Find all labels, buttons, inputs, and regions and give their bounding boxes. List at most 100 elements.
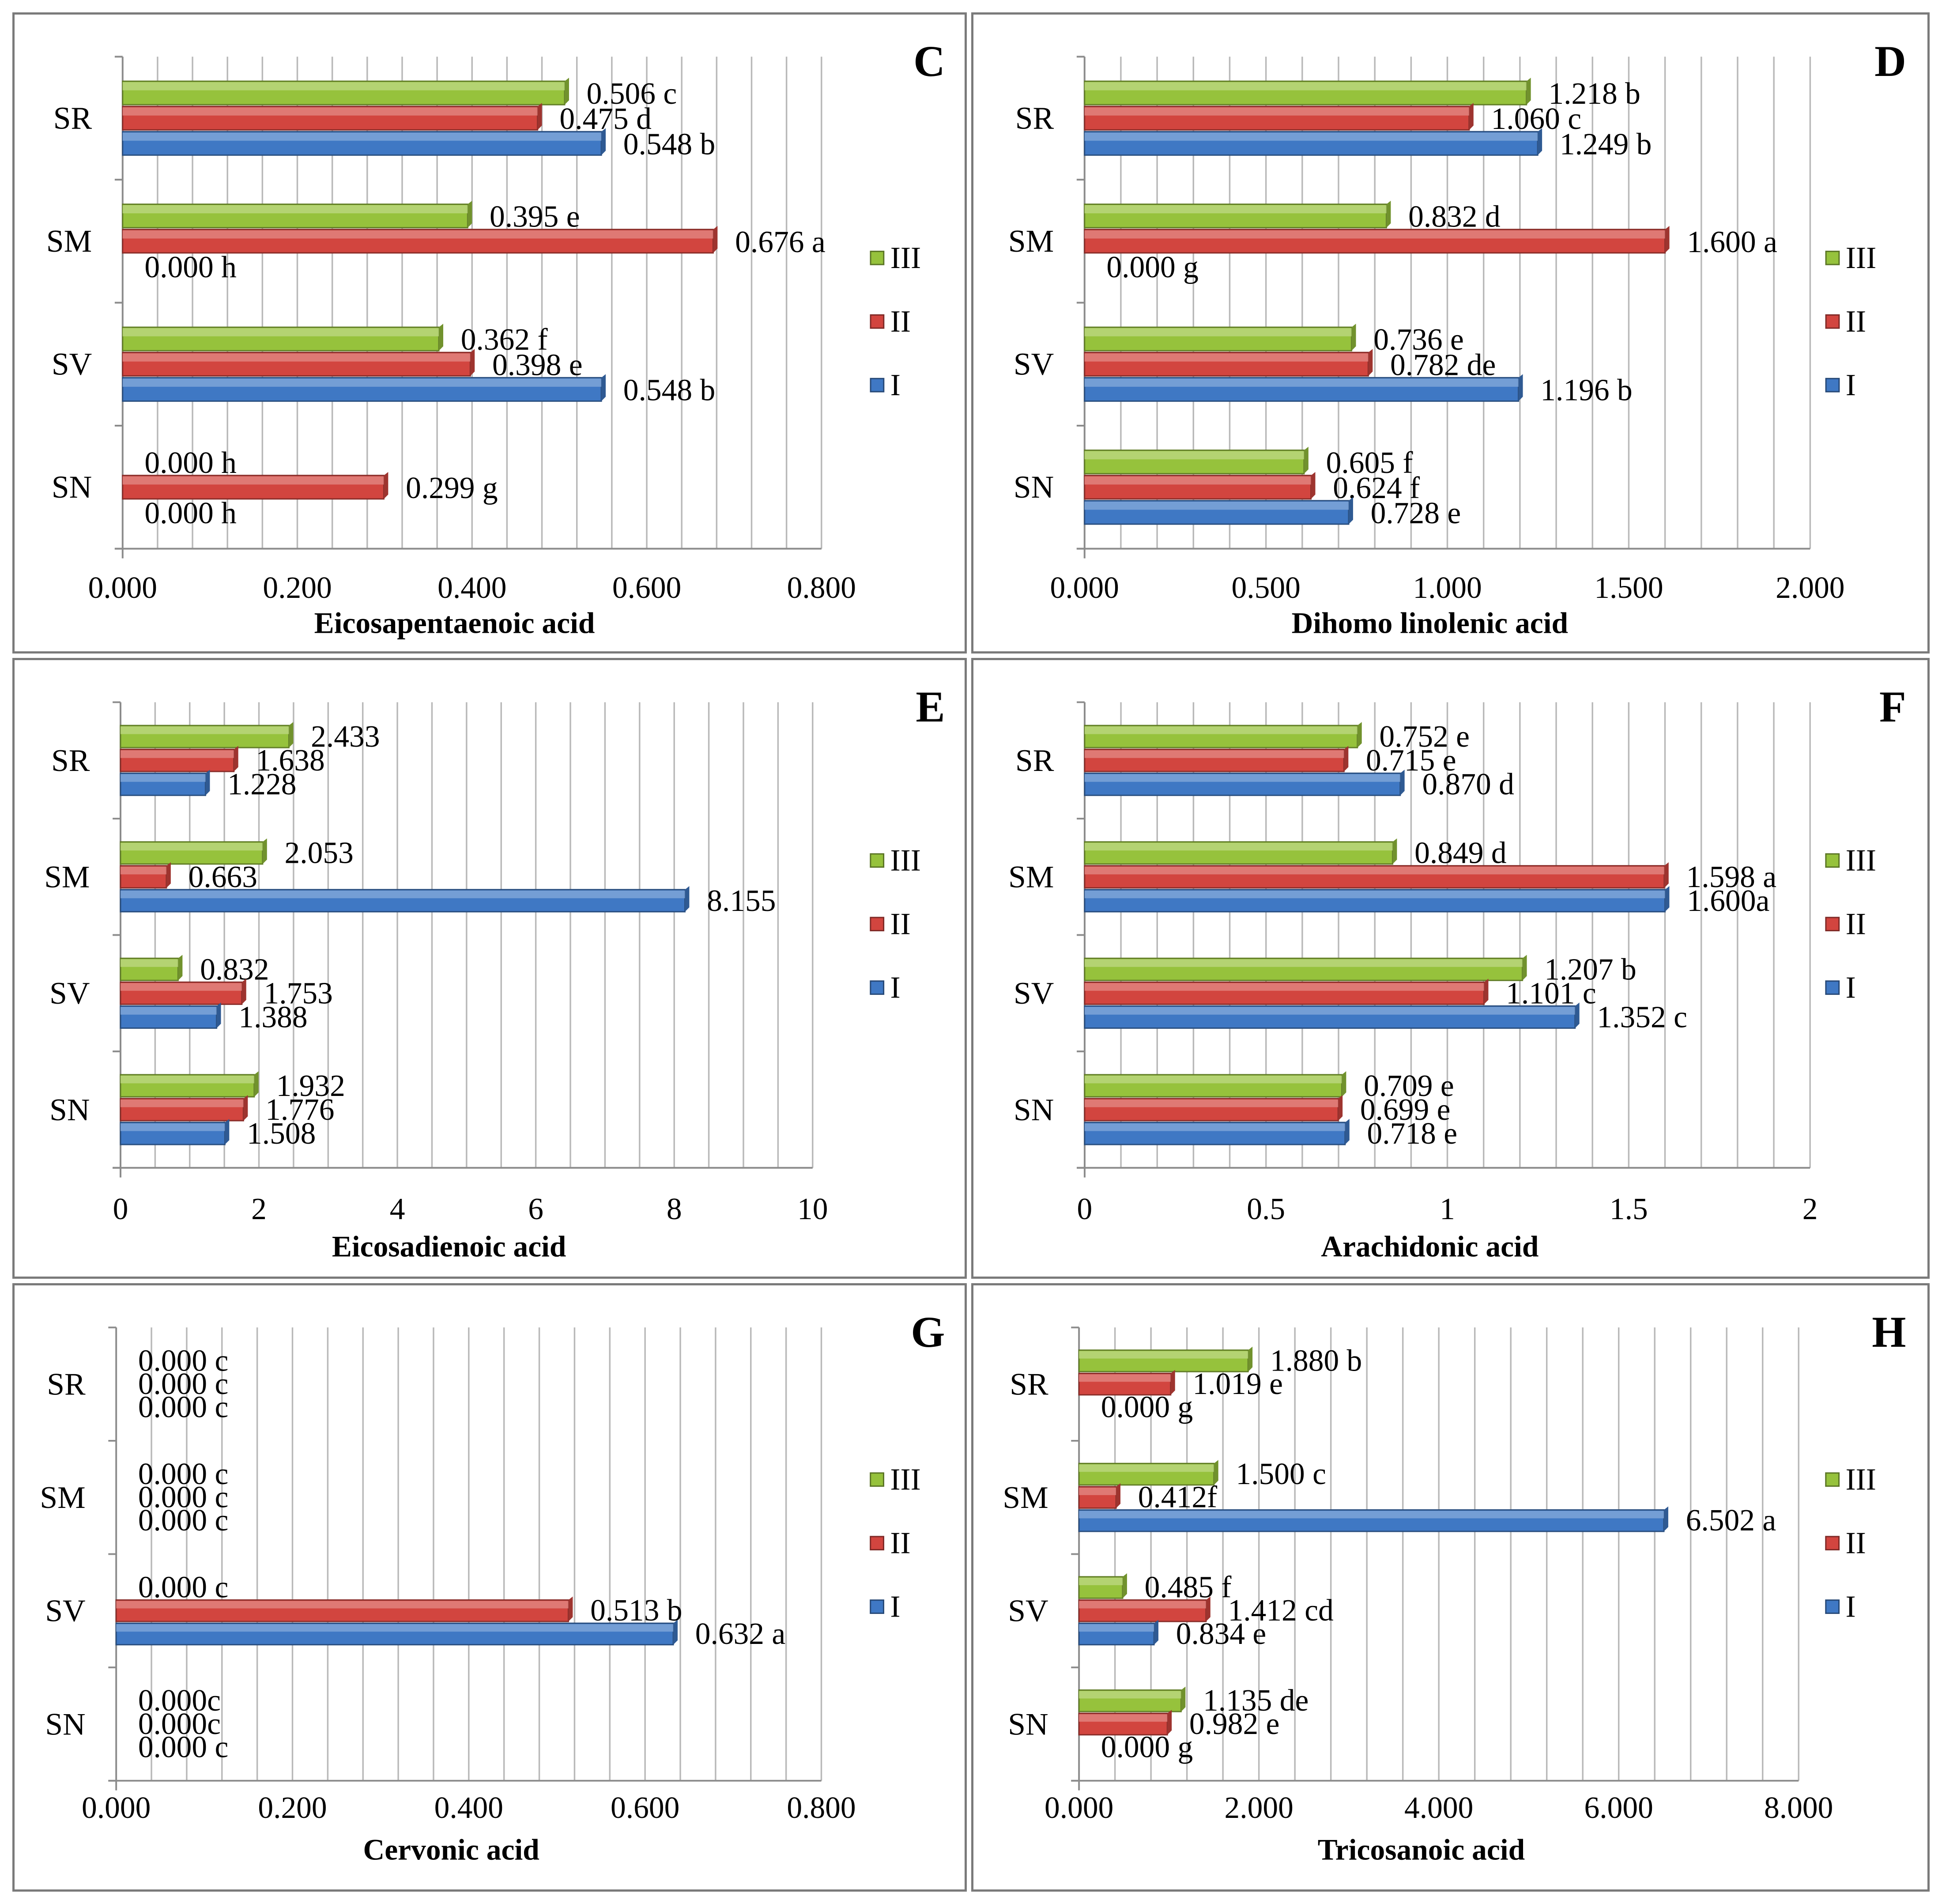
data-label: 0.870 d xyxy=(1422,767,1514,801)
legend-label-i: I xyxy=(1846,971,1856,1005)
data-label: 0.849 d xyxy=(1414,836,1507,870)
x-tick-label: 0.400 xyxy=(437,571,506,605)
data-label: 1.352 c xyxy=(1597,1000,1687,1034)
data-label: 0.834 e xyxy=(1176,1617,1267,1651)
data-label: 0.982 e xyxy=(1189,1707,1280,1741)
data-label: 1.249 b xyxy=(1560,127,1652,161)
bar-ii xyxy=(1084,349,1373,377)
data-label: 0.412f xyxy=(1138,1481,1218,1515)
data-label: 1.228 xyxy=(227,767,296,801)
data-label: 1.135 de xyxy=(1203,1684,1308,1718)
x-tick-label: 0.000 xyxy=(1050,571,1119,605)
data-label: 0.000 c xyxy=(138,1571,229,1605)
x-tick-label: 0.000 xyxy=(82,1791,151,1825)
data-label: 0.548 b xyxy=(623,127,716,161)
data-label: 0.395 e xyxy=(490,200,580,234)
y-category-label: SV xyxy=(45,1594,85,1628)
data-label: 6.502 a xyxy=(1686,1504,1776,1538)
legend-label-ii: II xyxy=(890,305,911,339)
bar-ii xyxy=(122,226,718,254)
x-tick-label: 2 xyxy=(1802,1192,1818,1226)
data-label: 0.000 c xyxy=(138,1367,229,1401)
bar-ii xyxy=(122,472,388,500)
legend-swatch-i xyxy=(1825,1599,1840,1614)
legend-label-ii: II xyxy=(1845,1526,1866,1560)
data-label: 0.676 a xyxy=(735,225,826,259)
bar-i xyxy=(1084,1002,1580,1029)
bar-iii xyxy=(120,838,267,865)
legend-swatch-iii xyxy=(870,1472,884,1487)
y-category-label: SV xyxy=(1014,976,1054,1011)
legend-swatch-i xyxy=(870,378,885,393)
data-label: 0.718 e xyxy=(1367,1117,1457,1151)
bar-ii xyxy=(120,1095,248,1122)
bar-iii xyxy=(1084,446,1308,475)
bar-ii xyxy=(1084,746,1349,772)
data-label: 1.753 xyxy=(264,976,332,1010)
bar-ii xyxy=(120,862,171,889)
bar-iii xyxy=(122,324,444,351)
bar-ii xyxy=(1084,862,1669,889)
data-label: 0.728 e xyxy=(1371,496,1461,530)
data-label: 2.433 xyxy=(311,720,380,754)
x-tick-label: 0 xyxy=(113,1192,128,1226)
chart-svg-d: 0.000 0.500 1.000 1.500 2.000 SN 0.605 f0.624 … xyxy=(1008,38,1906,639)
data-label: 1.880 b xyxy=(1270,1344,1362,1378)
x-tick-label: 4.000 xyxy=(1404,1791,1473,1825)
x-tick-label: 8.000 xyxy=(1764,1791,1833,1825)
bar-ii xyxy=(1084,1095,1343,1122)
chart-svg-h: 0.000 2.000 4.000 6.000 8.000 SN 1.135 de0.982… xyxy=(1003,1308,1906,1866)
bar-i xyxy=(1084,374,1523,402)
data-label: 0.736 e xyxy=(1373,323,1464,357)
data-label: 0.398 e xyxy=(492,348,583,382)
chart-title: Dihomo linolenic acid xyxy=(1292,606,1568,639)
data-label: 0.709 e xyxy=(1364,1069,1454,1103)
legend-label-iii: III xyxy=(890,241,921,275)
bar-ii xyxy=(1078,1710,1172,1736)
legend-label-iii: III xyxy=(1846,241,1876,275)
bar-ii xyxy=(1084,472,1316,500)
bar-ii xyxy=(1078,1370,1175,1396)
x-tick-label: 4 xyxy=(390,1192,405,1226)
data-label: 0.000 c xyxy=(138,1457,229,1491)
bar-iii xyxy=(120,1071,259,1098)
data-label: 1.101 c xyxy=(1506,976,1596,1010)
data-label: 1.776 xyxy=(265,1093,334,1127)
chart-panel-c: 0.000 0.200 0.400 0.600 0.800 SN 0.000 h 0.299 … xyxy=(12,12,967,654)
x-tick-label: 0 xyxy=(1077,1192,1093,1226)
x-tick-label: 0.200 xyxy=(258,1791,327,1825)
y-category-label: SV xyxy=(1008,1594,1048,1628)
data-label: 0.663 xyxy=(189,860,257,894)
legend-swatch-ii xyxy=(870,314,885,329)
legend-label-ii: II xyxy=(890,1526,910,1560)
x-tick-label: 10 xyxy=(797,1192,828,1226)
data-label: 0.715 e xyxy=(1366,744,1456,778)
bar-iii xyxy=(120,722,294,748)
legend-label-i: I xyxy=(890,1590,900,1624)
bar-iii xyxy=(122,78,569,106)
chart-svg-c: 0.000 0.200 0.400 0.600 0.800 SN 0.000 h 0.299 … xyxy=(46,38,945,639)
legend-swatch-i xyxy=(870,1599,884,1614)
y-category-label: SN xyxy=(49,1092,90,1127)
bar-i xyxy=(120,886,690,913)
bar-iii xyxy=(1084,78,1531,106)
bar-iii xyxy=(120,955,183,981)
data-label: 1.598 a xyxy=(1686,860,1777,894)
data-label: 0.000c xyxy=(138,1684,221,1718)
data-label: 0.000 c xyxy=(138,1481,229,1515)
chart-title: Arachidonic acid xyxy=(1321,1230,1539,1263)
data-label: 0.000 c xyxy=(138,1504,229,1538)
y-category-label: SM xyxy=(44,860,90,895)
y-category-label: SM xyxy=(1008,860,1054,895)
bar-iii xyxy=(1078,1460,1218,1486)
x-tick-label: 0.800 xyxy=(787,1791,856,1825)
legend-label-ii: II xyxy=(1846,907,1866,941)
y-category-label: SR xyxy=(53,101,92,136)
bar-iii xyxy=(1084,955,1527,981)
legend-label-iii: III xyxy=(890,1463,920,1497)
data-label: 1.207 b xyxy=(1544,952,1637,986)
y-category-label: SR xyxy=(1015,101,1054,136)
y-category-label: SV xyxy=(1014,347,1054,382)
y-category-label: SM xyxy=(1003,1480,1048,1515)
data-label: 0.832 d xyxy=(1408,200,1500,234)
